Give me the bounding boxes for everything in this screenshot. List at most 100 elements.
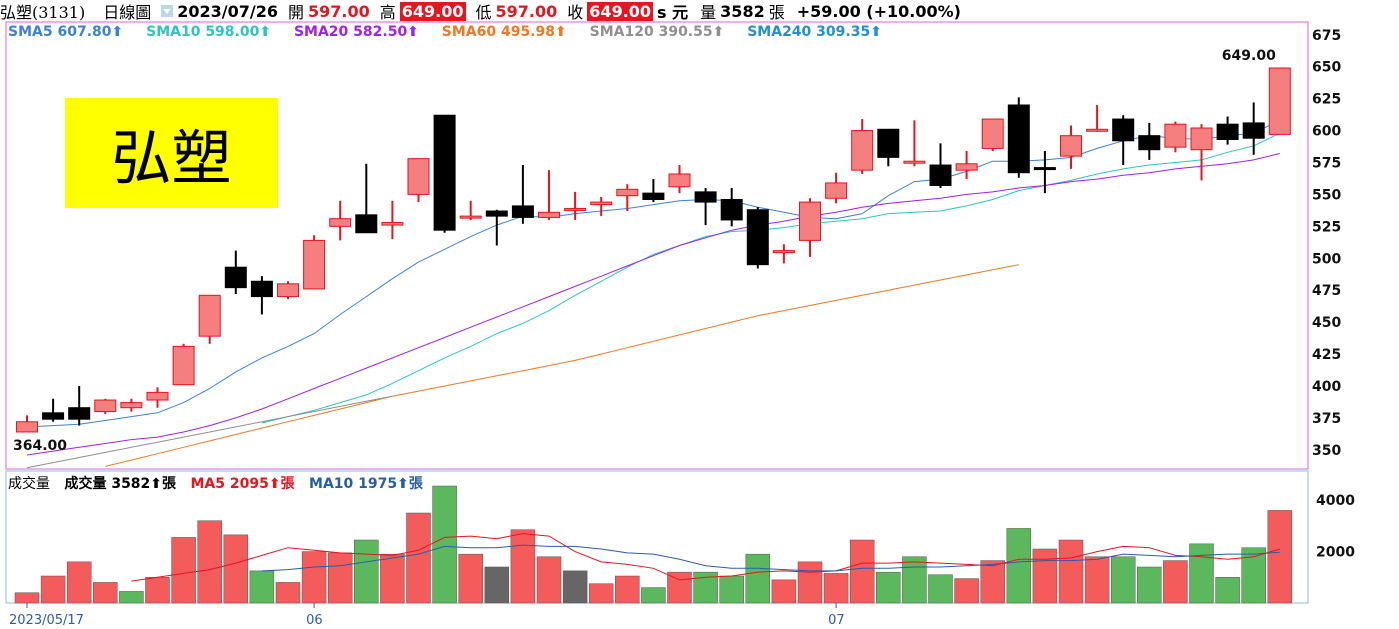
candle-body xyxy=(511,205,534,218)
candle-body xyxy=(772,250,795,254)
volume-vol-ma10-line xyxy=(261,544,1280,572)
low-value: 597.00 xyxy=(495,1,558,21)
volume-bar xyxy=(1241,547,1266,604)
candle-body xyxy=(94,399,117,413)
candle-body xyxy=(1138,135,1161,151)
y-tick-label: 525 xyxy=(1312,219,1341,235)
y-tick-label: 350 xyxy=(1312,443,1341,459)
candle-body xyxy=(851,130,874,171)
candle-body xyxy=(903,160,926,164)
y-tick-label: 600 xyxy=(1312,124,1341,140)
high-value: 649.00 xyxy=(399,1,466,21)
volume-tick-label: 4000 xyxy=(1316,493,1355,509)
price-annotation: 649.00 xyxy=(1222,48,1276,64)
candle-body xyxy=(929,164,952,186)
y-tick-label: 500 xyxy=(1312,251,1341,267)
high-label: 高 xyxy=(379,3,396,22)
y-tick-label: 425 xyxy=(1312,347,1341,363)
candle-body xyxy=(146,391,169,401)
price-change: +59.00 (+10.00%) xyxy=(796,1,961,21)
volume-bar xyxy=(66,561,92,604)
y-tick-label: 625 xyxy=(1312,92,1341,108)
candle-body xyxy=(720,199,743,221)
volume-bar xyxy=(197,520,222,604)
candle-body xyxy=(16,421,38,433)
candle-body xyxy=(198,294,221,337)
ma-line-sma120 xyxy=(26,395,393,469)
candle-body xyxy=(564,207,587,211)
x-tick-label: 07 xyxy=(828,613,845,628)
volume-bar xyxy=(14,592,40,604)
volume-tick-label: 2000 xyxy=(1316,545,1355,561)
candle-body xyxy=(433,114,456,231)
volume-bar xyxy=(275,582,301,604)
candle-body xyxy=(42,412,65,420)
volume-bar xyxy=(928,574,953,604)
volume-unit: 張 xyxy=(768,3,785,22)
y-tick-label: 575 xyxy=(1312,155,1341,171)
volume-bar xyxy=(771,579,797,604)
volume-legend-value: 成交量 3582⬆張 xyxy=(64,476,177,492)
candle-body xyxy=(877,128,900,158)
volume-bar xyxy=(1058,539,1084,604)
candle-body xyxy=(224,266,247,289)
y-tick-label: 450 xyxy=(1312,315,1341,331)
volume-bar xyxy=(327,552,353,604)
candle-body xyxy=(642,192,665,201)
candle-body xyxy=(381,222,404,226)
open-value: 597.00 xyxy=(308,1,370,21)
volume-bar xyxy=(797,561,823,604)
period-label: 日線圖 xyxy=(103,3,152,22)
volume-bar xyxy=(562,570,588,604)
volume-title: 成交量 xyxy=(8,476,50,492)
volume-bar xyxy=(1267,510,1293,604)
volume-bar xyxy=(406,512,431,604)
volume-label: 量 xyxy=(700,3,717,22)
volume-bar xyxy=(458,553,483,604)
stock-name-stamp: 弘塑 xyxy=(65,98,278,208)
volume-bar xyxy=(615,575,640,604)
x-tick-label: 2023/05/17 xyxy=(9,613,84,628)
candle-body xyxy=(1060,135,1082,157)
volume-bar xyxy=(40,575,66,604)
ma-line-sma10 xyxy=(261,132,1281,424)
volume-bar xyxy=(1110,556,1136,604)
quote-header: 弘塑(3131) 日線圖 2023/07/26 開 597.00 高 649.0… xyxy=(0,0,1399,22)
candle-body xyxy=(1242,122,1265,139)
volume-legend-ma10: MA10 1975⬆張 xyxy=(309,476,423,492)
volume-bar xyxy=(745,553,771,604)
candle-body xyxy=(1112,118,1135,142)
candle-body xyxy=(538,211,560,218)
candle-body xyxy=(1268,67,1291,135)
candle-body xyxy=(329,218,352,227)
ma-legend-sma120: SMA120 390.55⬆ xyxy=(589,24,725,40)
volume-bar xyxy=(171,537,196,604)
y-tick-label: 550 xyxy=(1312,187,1341,203)
volume-bar xyxy=(719,575,744,604)
stock-name: 弘塑(3131) xyxy=(0,3,86,22)
ma-legend-sma10: SMA10 598.00⬆ xyxy=(146,24,272,40)
volume-bar xyxy=(1006,528,1032,604)
volume-bar xyxy=(484,566,510,604)
volume-bar xyxy=(667,571,692,604)
candle-body xyxy=(694,191,717,203)
price-panel-frame xyxy=(5,21,1309,470)
quote-date: 2023/07/26 xyxy=(177,1,278,21)
ma-legend: SMA5 607.80⬆ SMA10 598.00⬆ SMA20 582.50⬆… xyxy=(8,24,900,40)
volume-legend: 成交量 成交量 3582⬆張 MA5 2095⬆張 MA10 1975⬆張 xyxy=(8,473,433,493)
period-dropdown-icon[interactable] xyxy=(161,5,174,17)
candle-body xyxy=(172,345,195,386)
volume-bar xyxy=(510,529,536,604)
candle-body xyxy=(668,173,691,188)
candle-body xyxy=(277,283,299,298)
volume-bar xyxy=(588,583,614,604)
ma-legend-sma240: SMA240 309.35⬆ xyxy=(747,24,882,40)
candle-body xyxy=(1164,123,1187,148)
volume-bar xyxy=(1084,556,1110,604)
close-label: 收 xyxy=(567,3,584,22)
volume-bar xyxy=(93,582,118,604)
volume-bar xyxy=(876,571,901,604)
candle-body xyxy=(407,158,430,195)
volume-bar xyxy=(823,573,849,604)
